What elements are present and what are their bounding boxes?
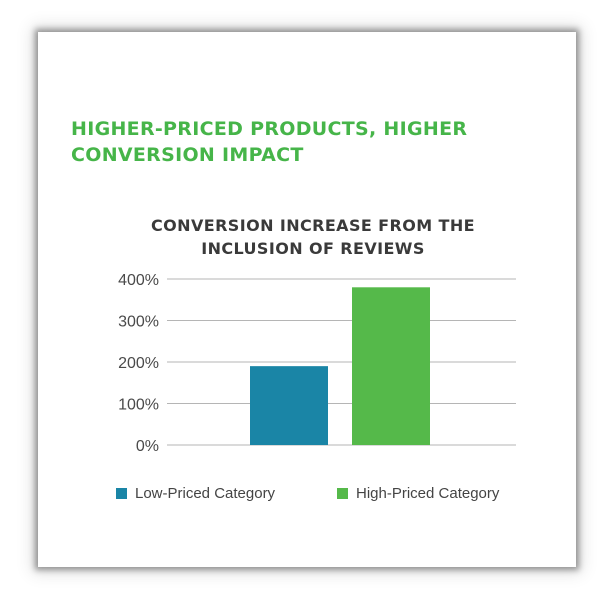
y-tick-label: 0% (136, 438, 159, 455)
bar-high-priced (352, 287, 430, 445)
y-tick-label: 400% (118, 272, 159, 289)
legend-label-low-priced: Low-Priced Category (135, 485, 276, 502)
chart-title: CONVERSION INCREASE FROM THE INCLUSION O… (151, 216, 475, 258)
legend-item-high-priced: High-Priced Category (337, 485, 499, 502)
y-tick-label: 300% (118, 314, 159, 331)
bar-chart: 0% 100% 200% 300% 400% (118, 272, 516, 455)
y-tick-label: 100% (118, 397, 159, 414)
legend: Low-Priced Category High-Priced Category (38, 485, 576, 505)
legend-swatch-low-priced (116, 488, 127, 499)
legend-item-low-priced: Low-Priced Category (116, 485, 275, 502)
infographic-card: HIGHER-PRICED PRODUCTS, HIGHER CONVERSIO… (38, 32, 576, 567)
legend-label-high-priced: High-Priced Category (356, 485, 500, 502)
y-tick-label: 200% (118, 355, 159, 372)
legend-swatch-high-priced (337, 488, 348, 499)
bar-low-priced (250, 366, 328, 445)
headline: HIGHER-PRICED PRODUCTS, HIGHER CONVERSIO… (71, 118, 468, 166)
